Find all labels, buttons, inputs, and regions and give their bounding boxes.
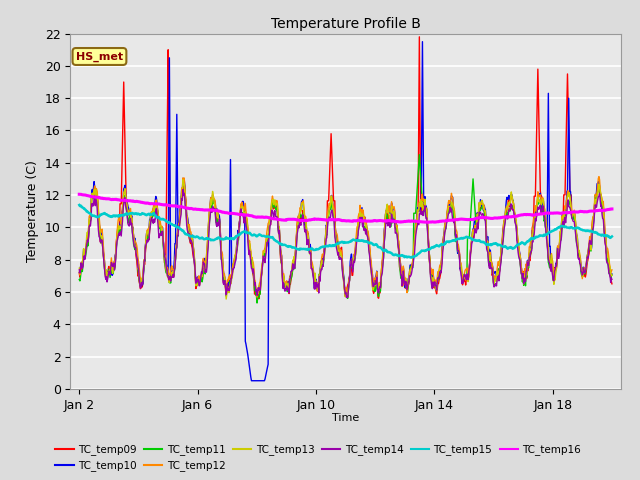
TC_temp16 — [378, 218, 385, 224]
TC_temp09 — [76, 270, 83, 276]
TC_temp15 — [408, 255, 415, 261]
TC_temp09 — [415, 34, 423, 40]
TC_temp13 — [608, 273, 616, 278]
TC_temp16 — [424, 219, 432, 225]
X-axis label: Time: Time — [332, 413, 359, 423]
TC_temp15 — [269, 235, 277, 241]
TC_temp13 — [179, 177, 187, 182]
TC_temp09 — [201, 261, 209, 267]
TC_temp16 — [76, 192, 84, 197]
TC_temp11 — [76, 276, 83, 282]
TC_temp14 — [202, 269, 209, 275]
TC_temp15 — [76, 202, 83, 208]
Text: HS_met: HS_met — [76, 51, 123, 61]
TC_temp12 — [95, 207, 102, 213]
TC_temp14 — [378, 269, 386, 275]
TC_temp14 — [342, 295, 350, 300]
TC_temp15 — [201, 236, 209, 242]
TC_temp11 — [95, 214, 102, 219]
TC_temp12 — [270, 201, 278, 206]
Legend: TC_temp09, TC_temp10, TC_temp11, TC_temp12, TC_temp13, TC_temp14, TC_temp15, TC_: TC_temp09, TC_temp10, TC_temp11, TC_temp… — [51, 440, 586, 476]
TC_temp10 — [95, 212, 102, 218]
TC_temp11 — [253, 300, 261, 306]
TC_temp12 — [378, 264, 385, 270]
TC_temp14 — [95, 227, 102, 233]
Line: TC_temp11: TC_temp11 — [79, 155, 612, 303]
TC_temp11 — [608, 272, 616, 278]
TC_temp13 — [378, 264, 386, 270]
TC_temp13 — [222, 296, 230, 302]
TC_temp09 — [253, 297, 261, 303]
TC_temp11 — [378, 270, 385, 276]
TC_temp11 — [507, 202, 515, 208]
TC_temp10 — [270, 203, 278, 208]
TC_temp16 — [95, 194, 103, 200]
TC_temp14 — [507, 201, 515, 207]
Y-axis label: Temperature (C): Temperature (C) — [26, 160, 39, 262]
Line: TC_temp09: TC_temp09 — [79, 37, 612, 300]
TC_temp14 — [76, 267, 83, 273]
TC_temp09 — [95, 213, 102, 218]
TC_temp12 — [298, 200, 306, 205]
TC_temp13 — [202, 268, 209, 274]
TC_temp09 — [378, 268, 385, 274]
TC_temp09 — [608, 281, 616, 287]
TC_temp10 — [608, 271, 616, 277]
TC_temp13 — [507, 192, 515, 198]
TC_temp13 — [95, 214, 102, 219]
TC_temp09 — [507, 201, 515, 207]
TC_temp11 — [270, 204, 278, 210]
TC_temp10 — [419, 39, 426, 45]
TC_temp16 — [507, 214, 515, 220]
TC_temp16 — [202, 207, 209, 213]
TC_temp13 — [271, 198, 278, 204]
Title: Temperature Profile B: Temperature Profile B — [271, 17, 420, 31]
Line: TC_temp14: TC_temp14 — [79, 190, 612, 298]
TC_temp10 — [248, 378, 255, 384]
TC_temp16 — [608, 206, 616, 212]
TC_temp11 — [201, 267, 209, 273]
TC_temp11 — [298, 213, 306, 219]
TC_temp15 — [608, 234, 616, 240]
TC_temp16 — [270, 216, 278, 222]
TC_temp09 — [298, 215, 306, 220]
TC_temp15 — [377, 245, 385, 251]
TC_temp12 — [608, 267, 616, 273]
TC_temp12 — [201, 259, 209, 264]
TC_temp13 — [76, 265, 83, 271]
TC_temp10 — [507, 192, 515, 198]
Line: TC_temp10: TC_temp10 — [79, 42, 612, 381]
Line: TC_temp13: TC_temp13 — [79, 180, 612, 299]
Line: TC_temp12: TC_temp12 — [79, 177, 612, 297]
TC_temp11 — [415, 152, 423, 157]
TC_temp14 — [179, 187, 187, 192]
TC_temp10 — [378, 268, 385, 274]
TC_temp10 — [201, 255, 209, 261]
TC_temp13 — [299, 200, 307, 206]
Line: TC_temp16: TC_temp16 — [79, 194, 612, 222]
TC_temp14 — [298, 216, 306, 221]
Line: TC_temp15: TC_temp15 — [79, 205, 612, 258]
TC_temp09 — [270, 206, 278, 212]
TC_temp12 — [506, 200, 514, 205]
TC_temp10 — [76, 269, 83, 275]
TC_temp16 — [76, 192, 83, 197]
TC_temp14 — [608, 276, 616, 282]
TC_temp16 — [298, 218, 306, 224]
TC_temp15 — [506, 244, 514, 250]
TC_temp12 — [253, 294, 261, 300]
TC_temp15 — [95, 214, 102, 220]
TC_temp12 — [76, 269, 83, 275]
TC_temp12 — [595, 174, 603, 180]
TC_temp14 — [270, 215, 278, 221]
TC_temp15 — [298, 246, 305, 252]
TC_temp10 — [298, 198, 306, 204]
